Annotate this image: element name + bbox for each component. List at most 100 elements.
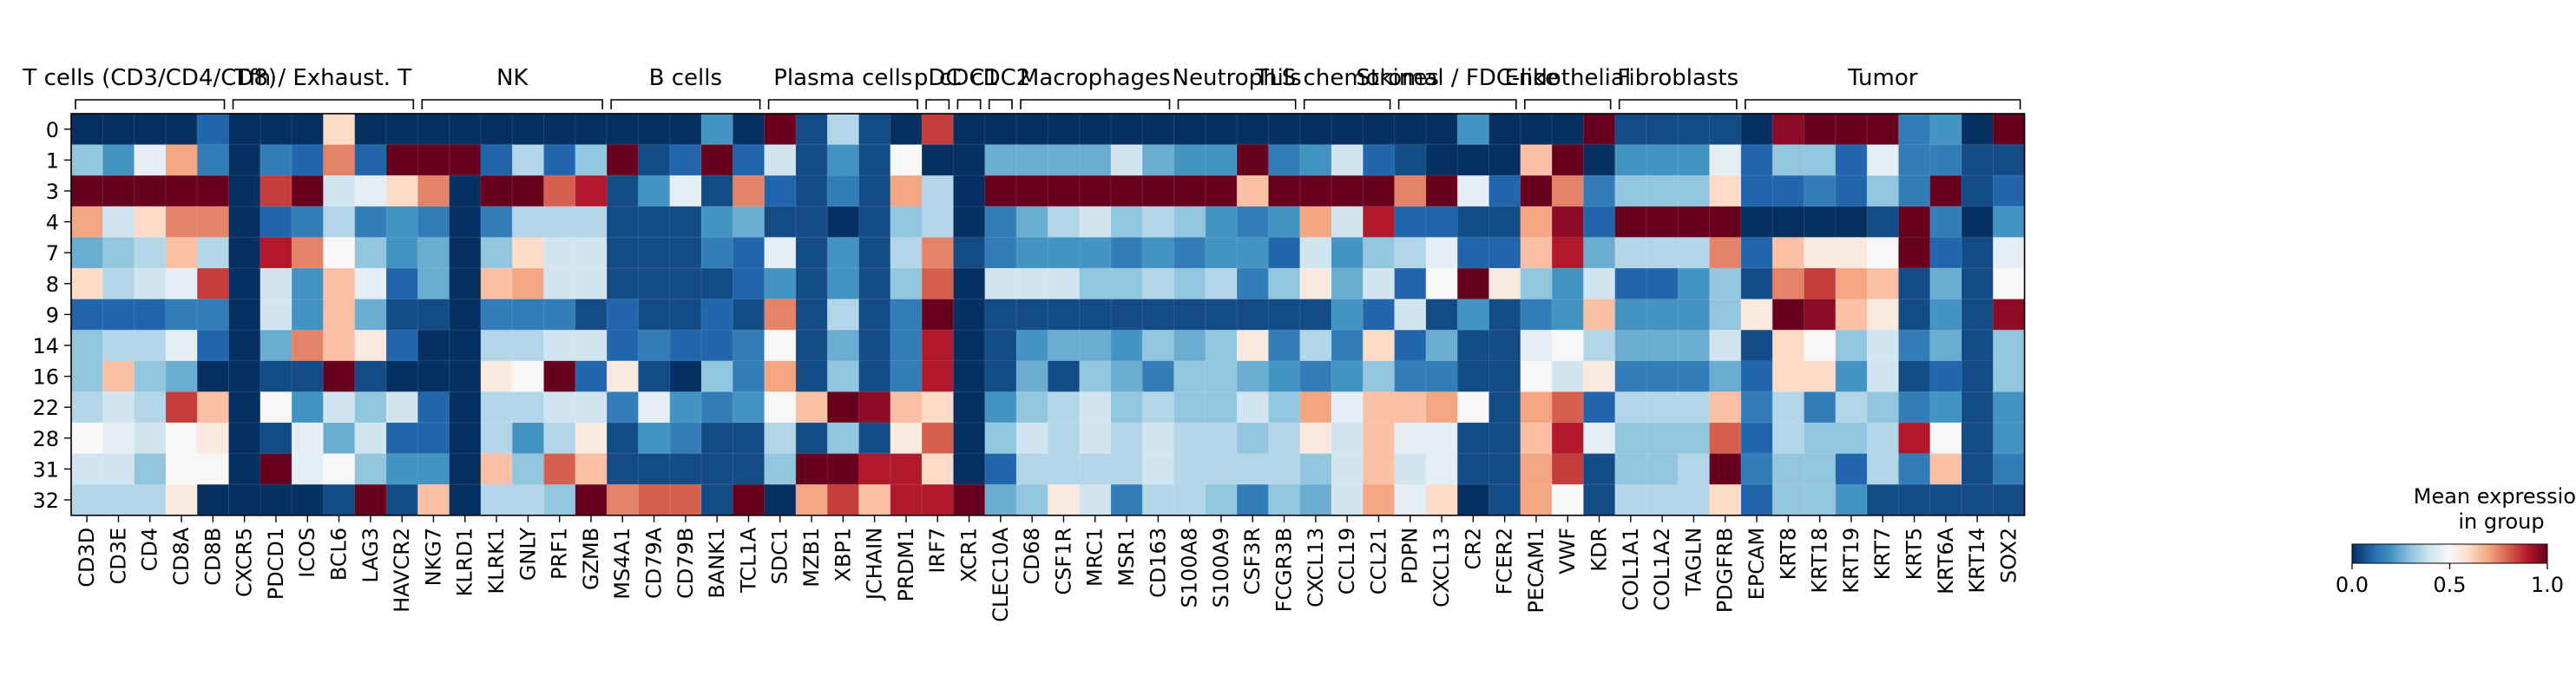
heatmap-cell [827, 268, 859, 299]
heatmap-cell [417, 175, 450, 207]
heatmap-cell [543, 206, 576, 238]
heatmap-cell [575, 484, 608, 516]
group-bracket [1020, 99, 1171, 109]
heatmap-cell [890, 237, 923, 269]
heatmap-cell [386, 268, 418, 299]
heatmap-cell [543, 175, 576, 207]
heatmap-cell [1740, 453, 1773, 485]
heatmap-cell [1079, 423, 1112, 454]
heatmap-cell [1331, 360, 1364, 392]
heatmap-cell [1709, 237, 1742, 269]
heatmap-cell [1898, 330, 1931, 362]
heatmap-cell [1016, 391, 1048, 424]
heatmap-cell [1488, 175, 1521, 207]
group-label: Endothelial [1504, 65, 1631, 91]
x-tick-label: KRT18 [1808, 528, 1832, 594]
group-bracket [956, 99, 982, 109]
heatmap-cell [354, 175, 387, 207]
heatmap-cell [1016, 237, 1048, 269]
heatmap-cell [417, 114, 450, 145]
heatmap-cell [1237, 175, 1269, 207]
heatmap-cell [733, 360, 765, 392]
heatmap-cell [701, 360, 733, 392]
heatmap-cell [1331, 484, 1364, 516]
heatmap-cell [607, 299, 639, 331]
heatmap-cell [1299, 299, 1332, 331]
heatmap-cell [260, 299, 292, 331]
heatmap-cell [607, 391, 639, 424]
heatmap-cell [1394, 237, 1427, 269]
heatmap-cell [922, 360, 954, 392]
heatmap-cell [1488, 268, 1521, 299]
heatmap-cell [1268, 453, 1301, 485]
heatmap-cell [1173, 330, 1206, 362]
heatmap-cell [953, 360, 986, 392]
heatmap-cell [1993, 299, 2025, 331]
heatmap-cell [1520, 237, 1553, 269]
x-tick-label: MRC1 [1083, 528, 1107, 587]
heatmap-cell [1363, 484, 1395, 516]
heatmap-cell [1867, 237, 1899, 269]
heatmap-cell [1299, 423, 1332, 454]
heatmap-cell [1048, 423, 1080, 454]
heatmap-cell [1804, 206, 1837, 238]
heatmap-cell [1678, 175, 1710, 207]
heatmap-cell [1835, 237, 1868, 269]
heatmap-cell [1237, 453, 1269, 485]
heatmap-cell [323, 299, 356, 331]
heatmap-cell [858, 268, 891, 299]
x-tick-label: CXCL13 [1429, 528, 1454, 607]
heatmap-cell [1835, 423, 1868, 454]
heatmap-cell [1678, 360, 1710, 392]
heatmap-cell [1142, 360, 1174, 392]
heatmap-cell [890, 299, 923, 331]
x-tick-label: S100A9 [1209, 528, 1233, 608]
heatmap-cell [1079, 484, 1112, 516]
heatmap-cell [1962, 391, 1994, 424]
heatmap-cell [1048, 360, 1080, 392]
heatmap-cell [1299, 268, 1332, 299]
x-tick-label: JCHAIN [863, 528, 887, 601]
heatmap-cell [292, 144, 324, 176]
heatmap-cell [1205, 453, 1238, 485]
heatmap-cell [197, 484, 229, 516]
heatmap-cell [1488, 237, 1521, 269]
heatmap-cell [1457, 237, 1489, 269]
heatmap-cell [1173, 391, 1206, 424]
group-bracket [1303, 99, 1391, 109]
heatmap-cell [1520, 114, 1553, 145]
colorbar-title-line1: Mean expression [2414, 484, 2576, 509]
heatmap-cell [197, 268, 229, 299]
x-tick-label: CXCL13 [1304, 528, 1328, 607]
heatmap-cell [1583, 268, 1616, 299]
heatmap-cell [1331, 299, 1364, 331]
heatmap-cell [71, 330, 103, 362]
heatmap-cell [1142, 484, 1174, 516]
heatmap-cell [165, 360, 198, 392]
heatmap-cell [1205, 206, 1238, 238]
x-tick-label: CD163 [1146, 528, 1170, 598]
heatmap-cell [1709, 144, 1742, 176]
heatmap-cell [1363, 175, 1395, 207]
group-label: Neutrophils [1173, 65, 1302, 91]
heatmap-cell [417, 206, 450, 238]
heatmap-cell [1646, 423, 1679, 454]
heatmap-cell [543, 391, 576, 424]
heatmap-cell [1962, 268, 1994, 299]
heatmap-cell [795, 453, 828, 485]
heatmap-cell [575, 423, 608, 454]
x-tick-label: CCL19 [1335, 528, 1359, 594]
x-tick-label: KRT5 [1902, 528, 1927, 581]
heatmap-cell [260, 484, 292, 516]
heatmap-cell [102, 423, 135, 454]
heatmap-cell [1079, 453, 1112, 485]
heatmap-cell [1678, 423, 1710, 454]
x-tick-label: CR2 [1461, 528, 1485, 570]
heatmap-cell [1363, 360, 1395, 392]
heatmap-cell [953, 453, 986, 485]
heatmap-cell [134, 114, 167, 145]
heatmap-cell [1237, 268, 1269, 299]
heatmap-cell [1048, 206, 1080, 238]
heatmap-cell [638, 453, 671, 485]
heatmap-cell [1709, 453, 1742, 485]
